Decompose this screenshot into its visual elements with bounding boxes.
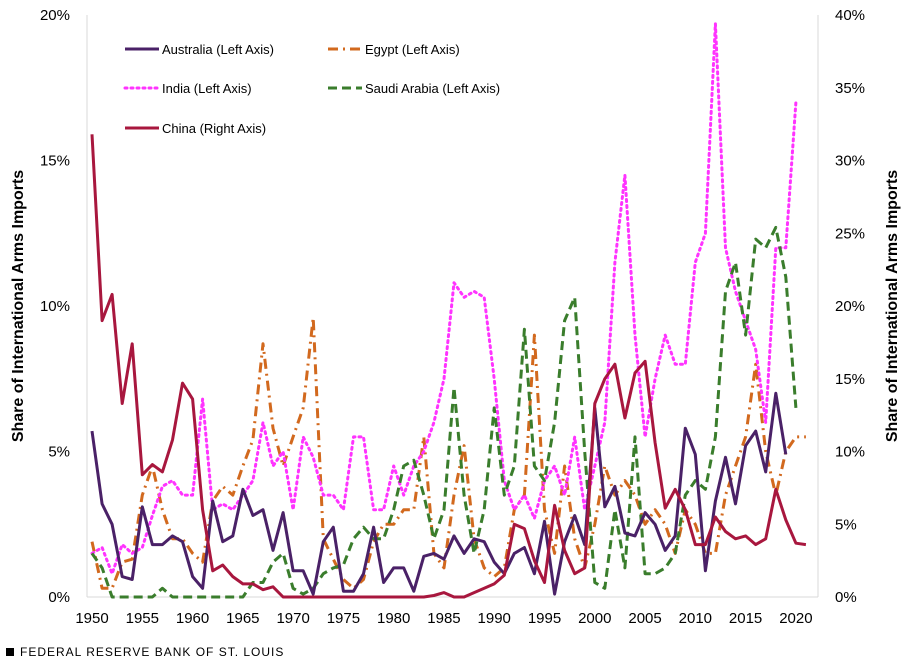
legend-label: Saudi Arabia (Left Axis)	[365, 81, 500, 96]
legend-label: China (Right Axis)	[162, 121, 266, 136]
legend: Australia (Left Axis) Egypt (Left Axis) In…	[123, 42, 500, 136]
x-tick-label: 1955	[126, 610, 159, 627]
series-line-china-right-axis	[90, 134, 807, 599]
right-tick-label: 20%	[835, 298, 865, 315]
left-tick-label: 10%	[40, 298, 70, 315]
x-tick-label: 1950	[75, 610, 108, 627]
left-tick-label: 20%	[40, 7, 70, 24]
x-tick-label: 2020	[779, 610, 812, 627]
x-tick-label: 1990	[478, 610, 511, 627]
right-tick-label: 0%	[835, 589, 857, 606]
left-tick-label: 0%	[48, 589, 70, 606]
footer-square-icon	[6, 648, 14, 656]
right-tick-label: 25%	[835, 225, 865, 242]
right-tick-label: 5%	[835, 516, 857, 533]
series-layer	[90, 22, 807, 599]
x-tick-label: 1985	[427, 610, 460, 627]
x-tick-label: 2015	[729, 610, 762, 627]
series-line-saudi-arabia-left-axis	[90, 225, 798, 599]
x-tick-label: 2000	[578, 610, 611, 627]
x-tick-label: 1960	[176, 610, 209, 627]
right-tick-label: 30%	[835, 153, 865, 170]
x-tick-label: 1975	[327, 610, 360, 627]
x-tick-label: 1980	[377, 610, 410, 627]
series-line-india-left-axis	[90, 22, 798, 576]
left-y-ticks: 0% 5% 10% 15% 20%	[40, 7, 70, 606]
right-tick-label: 35%	[835, 80, 865, 97]
x-ticks: 1950 1955 1960 1965 1970 1975 1980 1985 1990 1995…	[75, 610, 812, 627]
legend-label: Australia (Left Axis)	[162, 42, 274, 57]
right-tick-label: 15%	[835, 371, 865, 388]
x-tick-label: 1995	[528, 610, 561, 627]
left-tick-label: 15%	[40, 153, 70, 170]
x-tick-label: 2005	[628, 610, 661, 627]
left-axis-title: Share of International Arms Imports	[10, 170, 27, 442]
right-axis-title: Share of International Arms Imports	[884, 170, 901, 442]
footer-text: FEDERAL RESERVE BANK OF ST. LOUIS	[20, 645, 285, 659]
right-y-ticks: 0% 5% 10% 15% 20% 25% 30% 35% 40%	[835, 7, 865, 606]
left-tick-label: 5%	[48, 444, 70, 461]
x-tick-label: 1970	[276, 610, 309, 627]
right-tick-label: 40%	[835, 7, 865, 24]
x-tick-label: 2010	[679, 610, 712, 627]
legend-label: India (Left Axis)	[162, 81, 252, 96]
x-tick-label: 1965	[226, 610, 259, 627]
arms-imports-chart: 0%5%10%15%20% 0%5%10%15%20%25%30%35%40% …	[10, 7, 901, 627]
right-tick-label: 10%	[835, 444, 865, 461]
footer-source: FEDERAL RESERVE BANK OF ST. LOUIS	[6, 645, 284, 659]
legend-label: Egypt (Left Axis)	[365, 42, 460, 57]
